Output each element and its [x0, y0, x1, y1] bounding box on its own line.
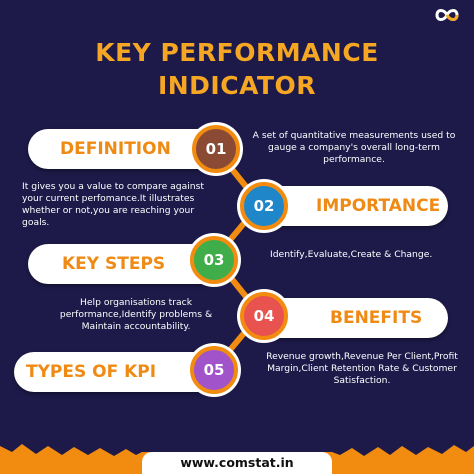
page-title: KEY PERFORMANCE INDICATOR [0, 36, 474, 102]
step-number-circle-05: 05 [190, 346, 238, 394]
step-number-circle-04: 04 [240, 292, 288, 340]
title-line-2: INDICATOR [157, 71, 317, 100]
footer-url[interactable]: www.comstat.in [142, 452, 332, 474]
step-description-definition: A set of quantitative measurements used … [252, 130, 456, 165]
pill-benefits [266, 298, 448, 338]
infinity-logo-icon [435, 9, 459, 21]
pill-types-of-kpi [14, 352, 208, 392]
pill-key-steps [28, 244, 208, 284]
title-line-1: KEY PERFORMANCE [95, 38, 379, 67]
step-label-key-steps: KEY STEPS [62, 254, 166, 274]
step-description-types-of-kpi: Revenue growth,Revenue Per Client,Profit… [266, 351, 458, 386]
step-number-circle-03: 03 [190, 236, 238, 284]
step-description-benefits: Help organisations track performance,Ide… [59, 297, 213, 332]
step-description-importance: It gives you a value to compare against … [22, 181, 205, 228]
pill-definition [28, 129, 208, 169]
step-number-circle-01: 01 [192, 125, 240, 173]
step-label-benefits: BENEFITS [330, 308, 423, 328]
step-label-definition: DEFINITION [60, 139, 171, 159]
step-label-importance: IMPORTANCE [316, 196, 441, 216]
step-number-circle-02: 02 [240, 182, 288, 230]
step-label-types-of-kpi: TYPES OF KPI [26, 362, 157, 382]
step-description-key-steps: Identify,Evaluate,Create & Change. [270, 249, 433, 260]
pill-importance [266, 186, 448, 226]
